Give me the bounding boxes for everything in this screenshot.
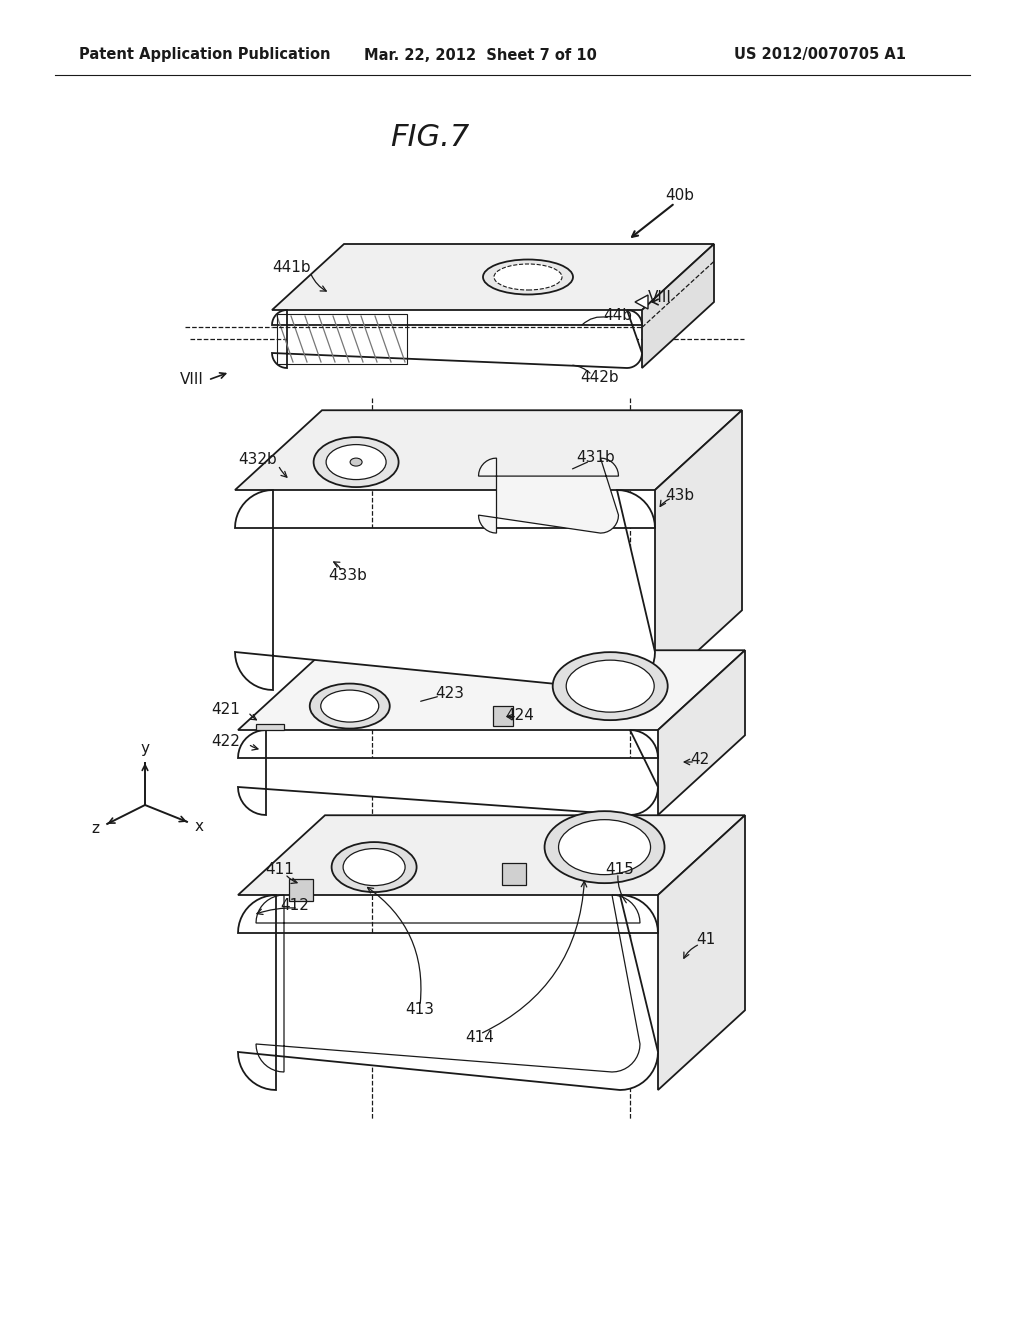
Text: 411: 411 <box>265 862 295 878</box>
Bar <box>493 706 513 726</box>
Bar <box>502 863 525 886</box>
Text: Patent Application Publication: Patent Application Publication <box>79 48 331 62</box>
Text: 442b: 442b <box>581 371 620 385</box>
Ellipse shape <box>313 437 398 487</box>
Polygon shape <box>234 411 742 490</box>
Polygon shape <box>238 651 745 730</box>
Polygon shape <box>655 411 742 690</box>
Text: y: y <box>140 742 150 756</box>
Text: 422: 422 <box>211 734 240 750</box>
Polygon shape <box>478 458 618 533</box>
Text: 412: 412 <box>281 898 309 912</box>
Text: 414: 414 <box>466 1031 495 1045</box>
Ellipse shape <box>566 660 654 711</box>
Text: 433b: 433b <box>329 568 368 582</box>
Text: 432b: 432b <box>239 453 278 467</box>
Polygon shape <box>272 310 642 368</box>
Text: FIG.7: FIG.7 <box>390 124 470 153</box>
Text: VIII: VIII <box>180 372 204 388</box>
Polygon shape <box>234 490 655 690</box>
Text: 441b: 441b <box>272 260 311 276</box>
Ellipse shape <box>321 690 379 722</box>
Ellipse shape <box>332 842 417 892</box>
Ellipse shape <box>558 820 650 875</box>
Text: 44b: 44b <box>603 308 633 322</box>
Ellipse shape <box>309 684 390 729</box>
Polygon shape <box>642 244 714 368</box>
Polygon shape <box>256 723 284 730</box>
Ellipse shape <box>494 264 562 290</box>
Ellipse shape <box>326 445 386 479</box>
Polygon shape <box>238 895 658 1090</box>
Text: 42: 42 <box>690 752 710 767</box>
Text: 423: 423 <box>435 685 465 701</box>
Text: 40b: 40b <box>666 187 694 202</box>
Text: z: z <box>91 821 99 837</box>
Text: US 2012/0070705 A1: US 2012/0070705 A1 <box>734 48 906 62</box>
Polygon shape <box>238 730 658 814</box>
Ellipse shape <box>483 260 573 294</box>
Text: VIII: VIII <box>648 290 672 305</box>
Text: 41: 41 <box>696 932 716 948</box>
Text: 431b: 431b <box>577 450 615 465</box>
Text: 421: 421 <box>211 702 240 718</box>
Polygon shape <box>272 244 714 310</box>
Polygon shape <box>658 816 745 1090</box>
Text: 424: 424 <box>506 709 535 723</box>
Ellipse shape <box>350 458 362 466</box>
Text: Mar. 22, 2012  Sheet 7 of 10: Mar. 22, 2012 Sheet 7 of 10 <box>364 48 596 62</box>
Ellipse shape <box>545 812 665 883</box>
Ellipse shape <box>553 652 668 721</box>
Ellipse shape <box>343 849 406 886</box>
Text: 43b: 43b <box>666 487 694 503</box>
Text: x: x <box>195 820 204 834</box>
Text: 413: 413 <box>406 1002 434 1018</box>
Polygon shape <box>658 651 745 814</box>
Polygon shape <box>635 294 648 309</box>
Polygon shape <box>238 816 745 895</box>
Text: 415: 415 <box>605 862 635 878</box>
Bar <box>289 879 313 902</box>
